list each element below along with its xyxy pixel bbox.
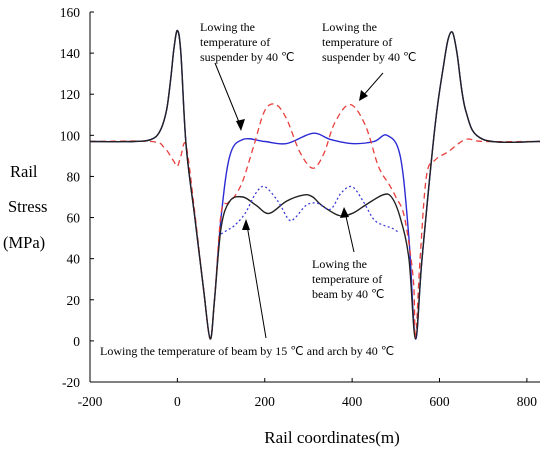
x-tick-label: 400	[342, 394, 363, 409]
y-axis-label-line: Stress	[8, 197, 47, 216]
svg-text:temperature of: temperature of	[200, 35, 270, 49]
annotation-arrow	[242, 219, 267, 339]
x-axis-label: Rail coordinates(m)	[264, 428, 400, 447]
y-tick-label: 80	[67, 169, 81, 184]
x-tick-label: -200	[78, 394, 103, 409]
y-tick-label: -20	[62, 375, 80, 390]
svg-text:suspender by 40 ℃: suspender by 40 ℃	[200, 50, 294, 64]
y-axis-label: Rail Stress (MPa)	[3, 162, 47, 252]
svg-text:Lowing the: Lowing the	[322, 20, 377, 34]
x-tick-labels: -200 0 200 400 600 800	[78, 378, 538, 409]
annotation-arrow	[340, 207, 355, 253]
svg-text:suspender by 40 ℃: suspender by 40 ℃	[322, 50, 416, 64]
svg-text:temperature of: temperature of	[322, 35, 392, 49]
annotation-suspender-left: Lowing the temperature of suspender by 4…	[200, 20, 294, 64]
series-line-suspender_red	[90, 103, 540, 340]
y-tick-label: 20	[67, 293, 81, 308]
x-tick-label: 0	[174, 394, 181, 409]
x-tick-label: 800	[517, 394, 538, 409]
series-lines	[90, 29, 540, 340]
annotation-beam: Lowing the temperature of beam by 40 ℃	[312, 257, 384, 301]
y-axis-label-line: (MPa)	[3, 233, 45, 252]
annotation-suspender-right: Lowing the temperature of suspender by 4…	[322, 20, 416, 64]
series-line-beam_black	[90, 29, 540, 340]
x-tick-label: 200	[255, 394, 276, 409]
annotation-arrow	[214, 62, 245, 131]
svg-text:beam by 40 ℃: beam by 40 ℃	[312, 287, 384, 301]
svg-text:temperature of: temperature of	[312, 272, 382, 286]
y-tick-label: 160	[60, 5, 81, 20]
y-tick-label: 140	[60, 46, 81, 61]
annotation-beam-arch: Lowing the temperature of beam by 15 ℃ a…	[100, 344, 394, 358]
series-line-beam_blue_dotted	[220, 185, 399, 235]
annotation-arrows	[214, 62, 384, 339]
y-tick-label: 40	[67, 252, 81, 267]
y-tick-label: 100	[60, 128, 81, 143]
y-tick-label: 0	[73, 334, 80, 349]
svg-text:Lowing the: Lowing the	[200, 20, 255, 34]
svg-text:Lowing the: Lowing the	[312, 257, 367, 271]
annotations: Lowing the temperature of suspender by 4…	[100, 20, 416, 358]
y-tick-label: 60	[67, 211, 81, 226]
x-tick-label: 600	[429, 394, 450, 409]
y-axis-label-line: Rail	[10, 162, 38, 181]
annotation-arrow	[359, 72, 384, 101]
svg-text:Lowing the temperature of beam: Lowing the temperature of beam by 15 ℃ a…	[100, 344, 394, 358]
y-tick-label: 120	[60, 87, 81, 102]
y-tick-labels: -20 0 20 40 60 80 100 120 140 160	[60, 5, 94, 390]
